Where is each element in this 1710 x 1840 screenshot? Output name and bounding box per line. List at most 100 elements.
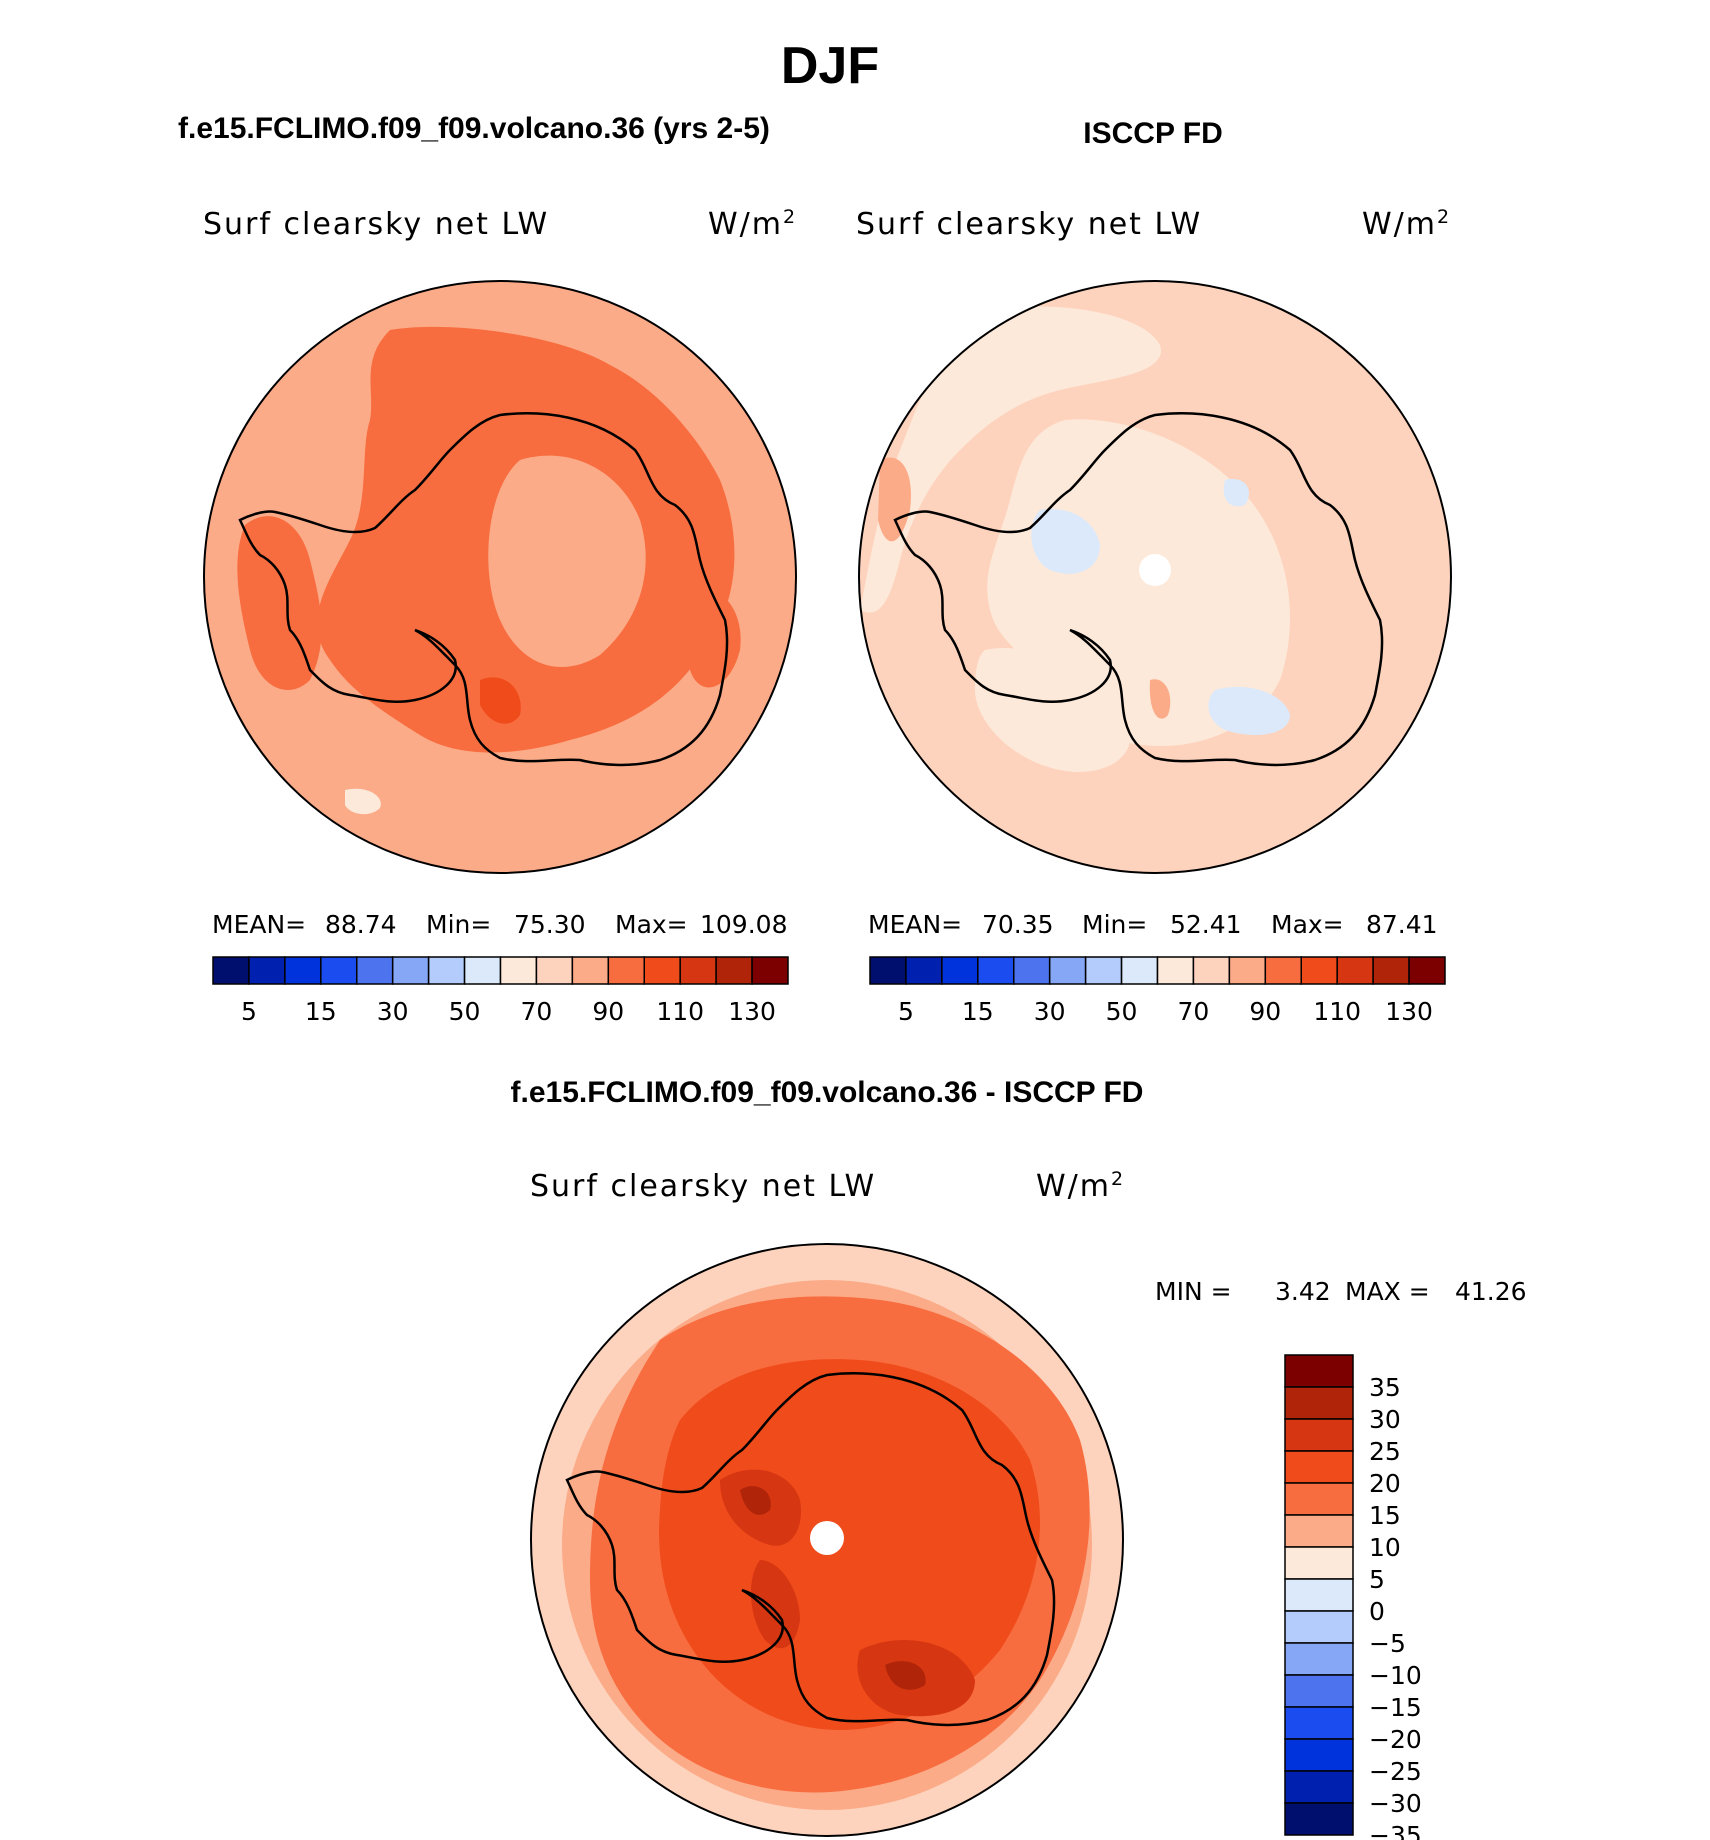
panel-model-blob-east xyxy=(690,588,741,688)
panel-diff-max-label: MAX = xyxy=(1345,1277,1430,1306)
panel-model-units: W/m2 xyxy=(708,206,797,242)
panel-obs-colorbar-tick-label: 5 xyxy=(898,997,914,1026)
panel-diff-colorbar-tick-label: 25 xyxy=(1369,1437,1401,1466)
panel-diff-colorbar-tick-label: 15 xyxy=(1369,1501,1401,1530)
panel-model-min-value: 75.30 xyxy=(514,910,586,939)
panel-model-colorbar-swatch xyxy=(212,956,250,985)
panel-diff-colorbar-swatch xyxy=(1284,1674,1354,1708)
panel-obs-colorbar-tick-label: 90 xyxy=(1249,997,1281,1026)
panel-diff-colorbar-tick-label: 30 xyxy=(1369,1405,1401,1434)
panel-diff: f.e15.FCLIMO.f09_f09.volcano.36 - ISCCP … xyxy=(511,1076,1527,1840)
panel-model-colorbar-tick-label: 15 xyxy=(305,997,337,1026)
panel-model-colorbar-tick-label: 90 xyxy=(592,997,624,1026)
panel-model-colorbar-swatch xyxy=(248,956,286,985)
panel-diff-colorbar-tick-label: −5 xyxy=(1369,1629,1406,1658)
panel-obs-max-value: 87.41 xyxy=(1366,910,1438,939)
panel-model-colorbar-swatch xyxy=(427,956,466,985)
panel-model-case-title: f.e15.FCLIMO.f09_f09.volcano.36 (yrs 2-5… xyxy=(178,112,770,145)
panel-diff-map-frame xyxy=(530,1243,1124,1837)
panel-obs-colorbar-swatch xyxy=(1048,956,1087,985)
panel-obs-colorbar-swatch xyxy=(905,956,943,985)
panel-model-colorbar-swatch xyxy=(499,956,538,985)
panel-diff-max-value: 41.26 xyxy=(1455,1277,1527,1306)
panel-model-colorbar-swatch xyxy=(571,956,610,985)
panel-diff-colorbar-tick-label: 20 xyxy=(1369,1469,1401,1498)
panel-model-colorbar-swatch xyxy=(391,956,430,985)
panel-model-colorbar-swatch xyxy=(643,956,681,985)
panel-diff-colorbar-tick-label: 35 xyxy=(1369,1373,1401,1402)
panel-diff-colorbar-swatch xyxy=(1284,1706,1354,1740)
panel-diff-colorbar-tick-label: 10 xyxy=(1369,1533,1401,1562)
panel-diff-colorbar-swatch xyxy=(1284,1738,1354,1772)
panel-model-peak xyxy=(480,677,521,724)
panel-model-max-label: Max= xyxy=(615,910,688,939)
panel-model-colorbar-tick-label: 70 xyxy=(521,997,553,1026)
panel-model-colorbar-tick-label: 50 xyxy=(449,997,481,1026)
panel-diff-case-title: f.e15.FCLIMO.f09_f09.volcano.36 - ISCCP … xyxy=(511,1076,1144,1109)
panel-diff-min-label: MIN = xyxy=(1155,1277,1232,1306)
panel-obs-colorbar-swatch xyxy=(941,956,979,985)
panel-diff-colorbar-swatch xyxy=(1284,1354,1354,1388)
panel-obs-colorbar-tick-label: 30 xyxy=(1034,997,1066,1026)
panel-diff-colorbar-tick-label: −30 xyxy=(1369,1789,1422,1818)
panel-model-colorbar-swatch xyxy=(320,956,358,985)
panel-model-colorbar-swatch xyxy=(284,956,322,985)
panel-obs-colorbar-swatch xyxy=(1300,956,1338,985)
panel-obs-colorbar-swatch xyxy=(977,956,1015,985)
panel-model-max-value: 109.08 xyxy=(700,910,787,939)
panel-diff-colorbar-swatch xyxy=(1284,1418,1354,1452)
panel-model-colorbar-swatch xyxy=(607,956,645,985)
panel-obs-units: W/m2 xyxy=(1362,206,1451,242)
panel-obs-colorbar-swatch xyxy=(1084,956,1123,985)
panel-obs-warm-west xyxy=(878,457,911,542)
panel-diff-colorbar-tick-label: −15 xyxy=(1369,1693,1422,1722)
panel-diff-colorbar-tick-label: −25 xyxy=(1369,1757,1422,1786)
panel-model-map xyxy=(204,281,796,873)
panel-obs-colorbar-swatch xyxy=(1192,956,1231,985)
panel-obs-colorbar-tick-label: 50 xyxy=(1106,997,1138,1026)
panel-obs-colorbar-swatch xyxy=(1228,956,1267,985)
panel-diff-colorbar-swatch xyxy=(1284,1546,1354,1580)
panel-diff-colorbar-swatch xyxy=(1284,1642,1354,1676)
panel-model-colorbar-swatch xyxy=(679,956,717,985)
panel-diff-hottest-west xyxy=(740,1486,771,1515)
panel-diff-colorbar: 35 30 25 20 15 10 5 0 −5 −10 −15 −20 −25 −30 −35 xyxy=(1284,1354,1422,1840)
panel-model-colorbar-swatch xyxy=(356,956,394,985)
panel-diff-variable: Surf clearsky net LW xyxy=(530,1169,876,1204)
panel-diff-colorbar-swatch xyxy=(1284,1610,1354,1644)
panel-model-colorbar-swatch xyxy=(715,956,753,985)
panel-obs-light-zone-nw xyxy=(860,306,1161,613)
panel-model-colorbar-swatch xyxy=(535,956,574,985)
panel-obs-colorbar-swatch xyxy=(1156,956,1195,985)
panel-diff-hot-south xyxy=(750,1560,800,1649)
panel-obs-colorbar-swatch xyxy=(1264,956,1302,985)
panel-obs-mean-value: 70.35 xyxy=(982,910,1054,939)
panel-diff-colorbar-tick-label: −35 xyxy=(1369,1821,1422,1840)
panel-model: f.e15.FCLIMO.f09_f09.volcano.36 (yrs 2-5… xyxy=(178,112,797,1026)
season-title: DJF xyxy=(781,37,879,95)
panel-obs-pole-hole xyxy=(1139,554,1171,586)
panel-obs-warm-south xyxy=(1149,679,1171,719)
panel-obs-negative-south xyxy=(1208,686,1290,735)
panel-model-colorbar-swatch xyxy=(463,956,502,985)
panel-diff-colorbar-swatch xyxy=(1284,1482,1354,1516)
panel-obs-min-value: 52.41 xyxy=(1170,910,1242,939)
panel-model-light-spot xyxy=(345,788,381,815)
panel-obs-colorbar-swatch xyxy=(1120,956,1159,985)
panel-model-variable: Surf clearsky net LW xyxy=(203,207,549,242)
panel-obs-colorbar-swatch xyxy=(869,956,907,985)
panel-diff-colorbar-tick-label: −10 xyxy=(1369,1661,1422,1690)
panel-model-colorbar-tick-label: 30 xyxy=(377,997,409,1026)
panel-diff-colorbar-swatch xyxy=(1284,1578,1354,1612)
panel-diff-colorbar-tick-label: 0 xyxy=(1369,1597,1385,1626)
panel-model-colorbar: 5 15 30 50 70 90 110 130 xyxy=(212,956,789,1026)
panel-diff-colorbar-swatch xyxy=(1284,1386,1354,1420)
panel-obs-variable: Surf clearsky net LW xyxy=(856,207,1202,242)
panel-obs-map-frame xyxy=(858,280,1452,874)
panel-model-min-label: Min= xyxy=(426,910,491,939)
panel-obs-colorbar-swatch xyxy=(1408,956,1446,985)
panel-model-colorbar-swatch xyxy=(751,956,789,985)
panel-obs-case-title: ISCCP FD xyxy=(1083,117,1222,150)
panel-diff-units: W/m2 xyxy=(1036,1168,1125,1204)
